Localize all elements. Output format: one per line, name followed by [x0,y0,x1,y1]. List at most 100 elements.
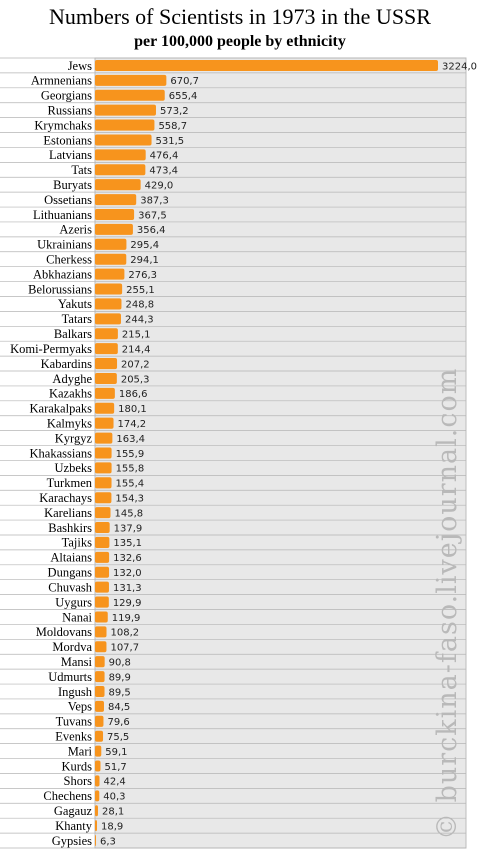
category-label: Tajiks [62,536,93,550]
value-label: 295,4 [130,240,159,251]
value-label: 180,1 [118,404,147,415]
value-label: 276,3 [128,270,157,281]
bar-veps [95,700,104,712]
value-label: 155,9 [116,449,145,460]
value-label: 655,4 [169,91,198,102]
bar-buryats [95,179,141,191]
category-label: Kurds [61,759,92,773]
category-label: Gagauz [54,804,93,818]
bar-tatars [95,313,121,325]
bar-udmurts [95,671,105,683]
category-label: Armnenians [31,74,92,88]
bar-dungans [95,566,110,578]
value-label: 573,2 [160,106,189,117]
value-label: 145,8 [115,508,144,519]
bar-russians [95,104,156,116]
bar-kabardins [95,358,118,370]
category-label: Khanty [55,819,93,833]
category-label: Balkars [54,327,92,341]
bar-azeris [95,223,133,235]
category-label: Turkmen [47,476,93,490]
bar-balkars [95,328,118,340]
bars [95,59,438,847]
category-label: Khakassians [30,446,93,460]
value-label: 132,6 [113,553,142,564]
category-label: Cherkess [46,253,92,267]
value-label: 215,1 [122,330,151,341]
category-label: Uygurs [55,595,92,609]
value-label: 387,3 [140,195,169,206]
value-label: 59,1 [105,747,127,758]
category-label: Jews [68,59,92,73]
bar-armnenians [95,74,167,86]
value-label: 163,4 [116,434,145,445]
value-label: 107,7 [110,643,139,654]
category-label: Dungans [48,566,93,580]
category-label: Mansi [61,655,93,669]
value-label: 135,1 [113,538,142,549]
value-label: 40,3 [103,792,125,803]
category-label: Azeris [59,223,92,237]
value-labels: 3224,0 670,7 655,4 573,2 558,7 531,5 476,4 473,… [100,61,477,847]
bar-karelians [95,507,111,519]
value-label: 137,9 [114,523,143,534]
value-label: 205,3 [121,374,150,385]
bar-latvians [95,149,146,161]
bar-gypsies [95,835,96,847]
category-label: Moldovans [36,625,92,639]
value-label: 255,1 [126,285,155,296]
category-label: Mari [68,744,93,758]
value-label: 244,3 [125,315,154,326]
value-label: 75,5 [107,732,129,743]
category-label: Belorussians [28,282,92,296]
category-label: Altaians [50,551,92,565]
value-label: 367,5 [138,210,167,221]
bar-cherkess [95,253,127,265]
bar-evenks [95,730,104,742]
category-label: Yakuts [58,297,92,311]
value-label: 154,3 [115,494,144,505]
bar-jews [95,59,438,71]
bar-belorussians [95,283,123,295]
bar-kalmyks [95,417,114,429]
bar-krymchaks [95,119,155,131]
chart-title: Numbers of Scientists in 1973 in the USS… [49,4,431,29]
bar-karachays [95,492,112,504]
category-label: Chechens [43,789,92,803]
value-label: 476,4 [150,151,179,162]
chart-subtitle: per 100,000 people by ethnicity [134,33,346,50]
value-label: 51,7 [105,762,127,773]
category-label: Udmurts [48,670,92,684]
bar-altaians [95,551,110,563]
category-label: Tats [71,163,92,177]
value-label: 6,3 [100,836,116,847]
category-label: Chuvash [48,580,93,594]
bar-abkhazians [95,268,125,280]
category-label: Uzbeks [55,461,93,475]
bar-kyrgyz [95,432,113,444]
category-label: Bashkirs [48,521,92,535]
category-label: Karelians [44,506,92,520]
value-label: 108,2 [111,628,140,639]
category-labels: JewsArmneniansGeorgiansRussiansKrymchaks… [10,59,93,848]
category-label: Evenks [55,730,92,744]
bar-ingush [95,685,105,698]
bar-shors [95,775,100,787]
category-label: Russians [48,103,93,117]
value-label: 356,4 [137,225,166,236]
category-label: Abkhazians [33,267,92,281]
category-label: Tatars [62,312,92,326]
category-label: Ingush [58,685,93,699]
bar-estonians [95,134,152,146]
category-label: Veps [68,700,92,714]
bar-komi-permyaks [95,343,118,355]
category-label: Georgians [41,89,92,103]
value-label: 42,4 [104,777,126,788]
value-label: 473,4 [149,166,178,177]
bar-karakalpaks [95,402,115,414]
value-label: 155,8 [116,464,145,475]
bar-uygurs [95,596,109,608]
category-label: Tuvans [56,715,92,729]
bar-ossetians [95,194,137,206]
